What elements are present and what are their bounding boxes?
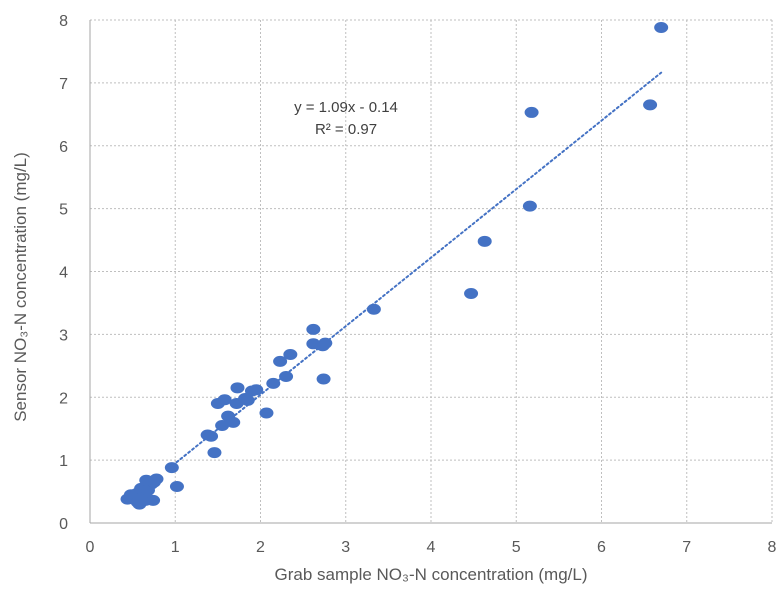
x-axis-title: Grab sample NO₃-N concentration (mg/L) [274, 565, 587, 584]
x-tick-label: 8 [768, 539, 777, 556]
data-point [522, 200, 537, 212]
data-point [207, 447, 222, 459]
x-tick-label: 5 [512, 539, 521, 556]
data-point [643, 99, 658, 111]
data-point [230, 382, 245, 394]
gridlines [90, 19, 773, 523]
x-tick-label: 0 [86, 539, 95, 556]
y-tick-label: 7 [59, 76, 68, 93]
data-point [204, 430, 219, 442]
data-point [318, 337, 333, 349]
y-tick-label: 8 [59, 13, 68, 30]
data-point [279, 371, 294, 383]
data-point [464, 288, 479, 300]
x-tick-label: 1 [171, 539, 180, 556]
data-point [273, 355, 288, 367]
x-tick-label: 2 [256, 539, 265, 556]
data-point [477, 235, 492, 247]
data-point [130, 496, 145, 508]
x-tick-label: 6 [597, 539, 606, 556]
y-tick-label: 6 [59, 139, 68, 156]
data-point [146, 494, 161, 506]
data-point [164, 462, 179, 474]
trendline-equation: y = 1.09x - 0.14 [294, 99, 398, 116]
data-point [217, 394, 232, 406]
data-point [654, 22, 669, 34]
data-point [249, 384, 264, 396]
data-point [139, 474, 154, 486]
y-tick-label: 5 [59, 202, 68, 219]
y-tick-label: 1 [59, 453, 68, 470]
data-point [169, 481, 184, 493]
annotations: y = 1.09x - 0.14 R² = 0.97 [294, 99, 398, 138]
data-point [316, 373, 331, 385]
tick-labels: 0 1 2 3 4 5 6 7 8 0 1 2 3 4 5 6 7 8 [59, 13, 776, 556]
data-point [266, 377, 281, 389]
x-tick-label: 7 [682, 539, 691, 556]
data-point [215, 420, 230, 432]
y-axis-title: Sensor NO₃-N concentration (mg/L) [11, 152, 30, 422]
x-tick-label: 4 [427, 539, 436, 556]
axes [89, 20, 772, 524]
data-point [306, 323, 321, 335]
data-points [120, 22, 669, 510]
data-point [524, 106, 539, 118]
data-point [226, 416, 241, 428]
r-squared-label: R² = 0.97 [315, 121, 377, 138]
data-point [283, 348, 298, 360]
data-point [240, 394, 255, 406]
y-tick-label: 0 [59, 516, 68, 533]
data-point [259, 407, 274, 419]
y-tick-label: 2 [59, 390, 68, 407]
data-point [366, 303, 381, 315]
x-tick-label: 3 [341, 539, 350, 556]
y-tick-label: 3 [59, 327, 68, 344]
y-tick-label: 4 [59, 265, 68, 282]
